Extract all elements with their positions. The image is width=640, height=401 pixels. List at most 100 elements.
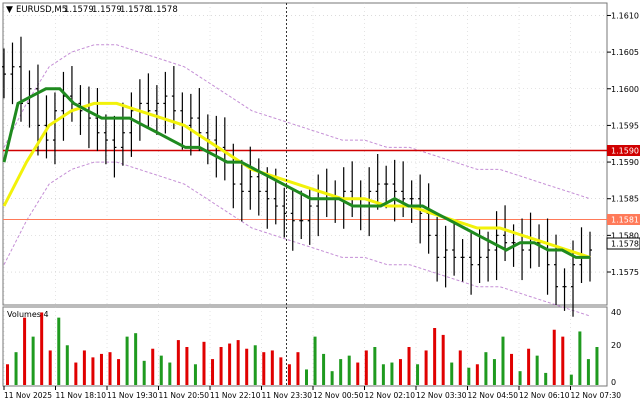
ohlc-bar [460,239,465,282]
ohlc-bar [435,217,440,282]
volume-bar [475,364,479,385]
envelope-upper [3,44,591,200]
volume-bar [501,336,505,385]
ohlc-bar [129,92,134,157]
price-level-lines [3,149,607,220]
volume-bar [296,352,300,385]
ohlc-bar [171,66,176,130]
time-tick-label: 12 Nov 00:50 [313,391,364,400]
volume-bar [595,347,599,385]
ohlc-bar [282,187,287,238]
ohlc-bar [18,36,23,122]
ohlc-high: 1.1579 [92,5,122,15]
time-tick-label: 12 Nov 06:10 [519,391,570,400]
time-tick-label: 11 Nov 22:10 [210,391,261,400]
ohlc-bar [103,114,108,165]
volume-label: Volumes 4 [7,310,49,319]
volume-bar [381,364,385,385]
ohlc-close: 1.1578 [148,5,178,15]
tag-1590: 1.1590 [607,145,640,156]
volume-bar [185,347,189,385]
ohlc-bar [248,146,253,210]
svg-text:1.1590: 1.1590 [611,147,639,156]
volume-bar [484,352,488,385]
volume-bar [416,364,420,385]
envelope-lower [3,161,591,317]
volume-bar [117,359,121,385]
ohlc-bar [392,159,397,222]
volume-bar [552,329,556,385]
tag-1581: 1.1581 [607,214,640,225]
volume-bar [48,350,52,385]
ohlc-bar [469,233,474,295]
volume-bar [322,353,326,385]
volume-bar [373,347,377,385]
ohlc-bar [78,85,83,135]
ohlc-bar [146,73,151,130]
price-tick-label: 1.1605 [611,48,639,57]
volume-bar [57,317,61,385]
volume-bar [108,352,112,385]
ohlc-open: 1.1579 [64,5,94,15]
volume-bar [356,362,360,385]
volume-bar [305,369,308,385]
volume-bar [151,348,155,385]
volume-bar [535,355,539,385]
volume-bar [134,333,138,385]
volume-bar [527,348,531,385]
volume-bar [253,345,257,385]
volume-bar [569,374,573,385]
price-tick-label: 1.1610 [611,11,639,20]
ohlc-bar [299,190,304,240]
volume-bar [236,340,240,385]
time-tick-label: 12 Nov 07:30 [571,391,622,400]
volume-bar [40,312,44,385]
ohlc-bar [562,268,567,311]
time-tick-label: 12 Nov 03:30 [416,391,467,400]
volume-bar [407,347,411,385]
volume-bar [6,364,9,385]
time-tick-label: 12 Nov 04:50 [468,391,519,400]
symbol-label: EURUSD,M5 [16,5,67,15]
volume-bar [544,372,548,385]
time-tick-label: 11 Nov 18:10 [56,391,107,400]
ohlc-bar [188,93,193,156]
ohlc-bar [452,219,457,276]
volume-bar [492,359,496,385]
ohlc-bar [52,92,57,165]
price-axis[interactable]: 1.1610 1.1605 1.1600 1.1595 1.1590 1.1585 1.15… [607,11,639,277]
ohlc-low: 1.1578 [120,5,150,15]
volume-bar [330,371,334,385]
time-tick-label: 11 Nov 2025 [4,391,52,400]
volume-bar [262,352,266,385]
price-tick-label: 1.1590 [611,158,639,167]
volume-bar [450,362,454,385]
volume-pane[interactable] [2,306,608,387]
ohlc-bar [10,42,15,105]
volume-bar [398,359,402,385]
chart-menu-arrow[interactable]: ▼ [6,5,13,15]
volume-bar [424,350,428,385]
volume-bar [279,357,283,385]
volume-bar [14,352,18,385]
ohlc-bar [503,205,508,262]
volume-bar [433,328,437,385]
ohlc-bar [95,88,100,152]
ohlc-bar [239,159,244,222]
volume-bar [364,350,368,385]
time-axis[interactable]: 11 Nov 2025 11 Nov 18:10 11 Nov 19:30 11 No… [3,386,622,400]
ohlc-bar [154,85,159,135]
volume-bar [159,355,163,385]
volume-bar [347,355,351,385]
volume-bar [219,347,223,385]
sma-slow-line [2,101,591,259]
volume-bar [518,371,522,385]
volume-bar [228,343,232,385]
volume-bar [339,359,343,385]
ohlc-bar [120,102,125,166]
volume-bar [245,348,249,385]
ohlc-bar [35,64,40,156]
volume-bar [441,334,445,385]
